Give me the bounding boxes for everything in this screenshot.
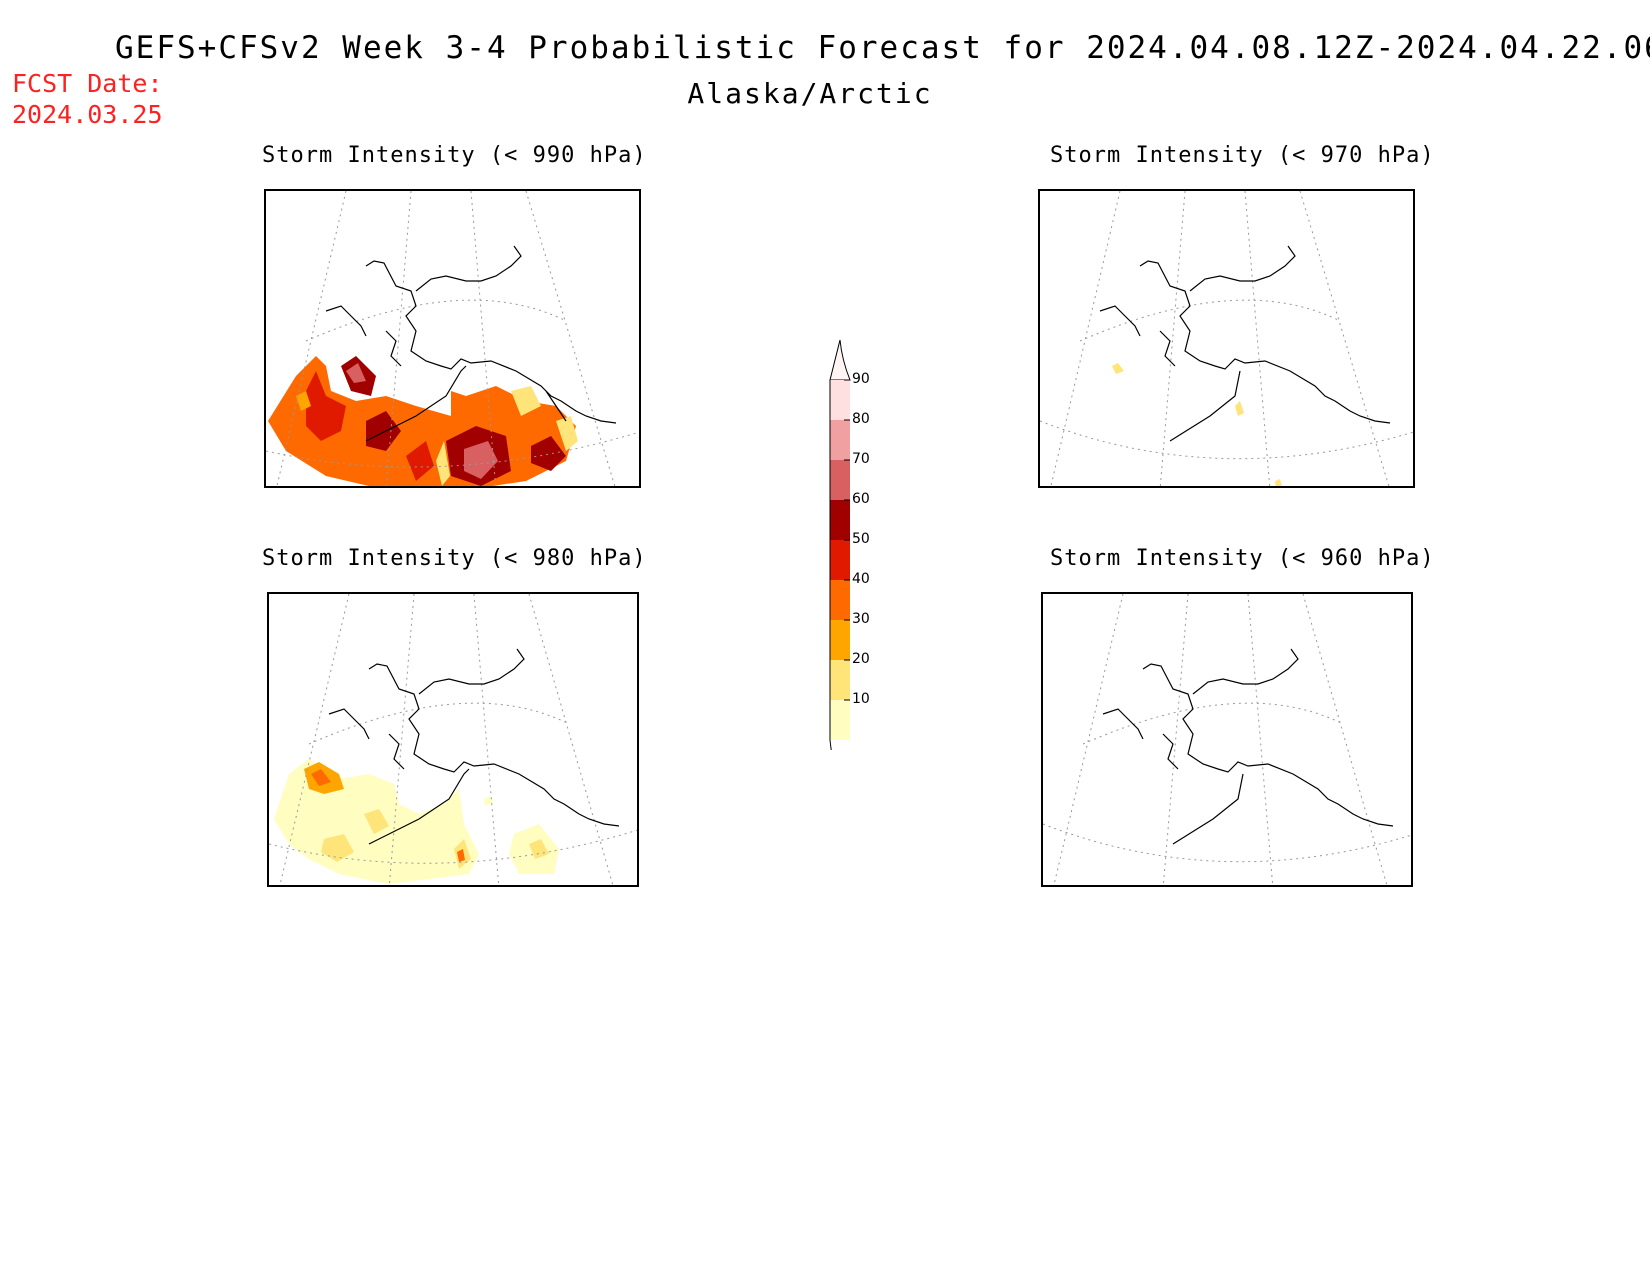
figure-subtitle: Alaska/Arctic	[687, 77, 933, 110]
colorbar-label-60: 60	[852, 491, 870, 507]
fcst-date-value: 2024.03.25	[12, 100, 163, 129]
colorbar-label-70: 70	[852, 451, 870, 467]
colorbar-extension-bottom	[829, 739, 832, 750]
colorbar-swatch-90	[830, 380, 850, 420]
graticule-960	[1043, 594, 1411, 885]
forecast-date-block: FCST Date: 2024.03.25	[12, 68, 163, 130]
map-970-svg	[1040, 191, 1413, 486]
colorbar-extension-top	[829, 339, 851, 381]
colorbar-label-30: 30	[852, 611, 870, 627]
colorbar-swatch-70	[830, 460, 850, 500]
colorbar-label-40: 40	[852, 571, 870, 587]
colorbar-label-10: 10	[852, 691, 870, 707]
colorbar-swatch-60	[830, 500, 850, 540]
graticule-990	[266, 191, 639, 486]
coastline-980	[328, 648, 620, 845]
coastline-960	[1102, 648, 1394, 845]
probability-shading-990	[268, 356, 578, 486]
graticule-970	[1040, 191, 1413, 486]
colorbar-swatch-30	[830, 620, 850, 660]
colorbar-swatch-40	[830, 580, 850, 620]
coastline-970	[1099, 245, 1391, 442]
panel-title-970: Storm Intensity (< 970 hPa)	[1050, 143, 1435, 168]
figure-title: GEFS+CFSv2 Week 3-4 Probabilistic Foreca…	[115, 30, 1650, 66]
colorbar-label-90: 90	[852, 371, 870, 387]
colorbar-swatch-20	[830, 660, 850, 700]
graticule-980	[269, 594, 637, 885]
fcst-date-label: FCST Date:	[12, 69, 163, 98]
map-990-svg	[266, 191, 639, 486]
map-960-svg	[1043, 594, 1411, 885]
probability-shading-980	[274, 759, 559, 884]
colorbar-label-80: 80	[852, 411, 870, 427]
panel-title-990: Storm Intensity (< 990 hPa)	[262, 143, 647, 168]
colorbar-label-20: 20	[852, 651, 870, 667]
map-panel-980	[267, 592, 639, 887]
colorbar-label-50: 50	[852, 531, 870, 547]
map-panel-960	[1041, 592, 1413, 887]
colorbar-swatch-10	[830, 700, 850, 740]
panel-title-960: Storm Intensity (< 960 hPa)	[1050, 546, 1435, 571]
colorbar	[829, 339, 851, 750]
colorbar-swatch-80	[830, 420, 850, 460]
panel-title-980: Storm Intensity (< 980 hPa)	[262, 546, 647, 571]
probability-shading-970	[1112, 363, 1282, 486]
colorbar-swatch-50	[830, 540, 850, 580]
coastline-990	[325, 245, 617, 442]
map-980-svg	[269, 594, 637, 885]
map-panel-990	[264, 189, 641, 488]
map-panel-970	[1038, 189, 1415, 488]
